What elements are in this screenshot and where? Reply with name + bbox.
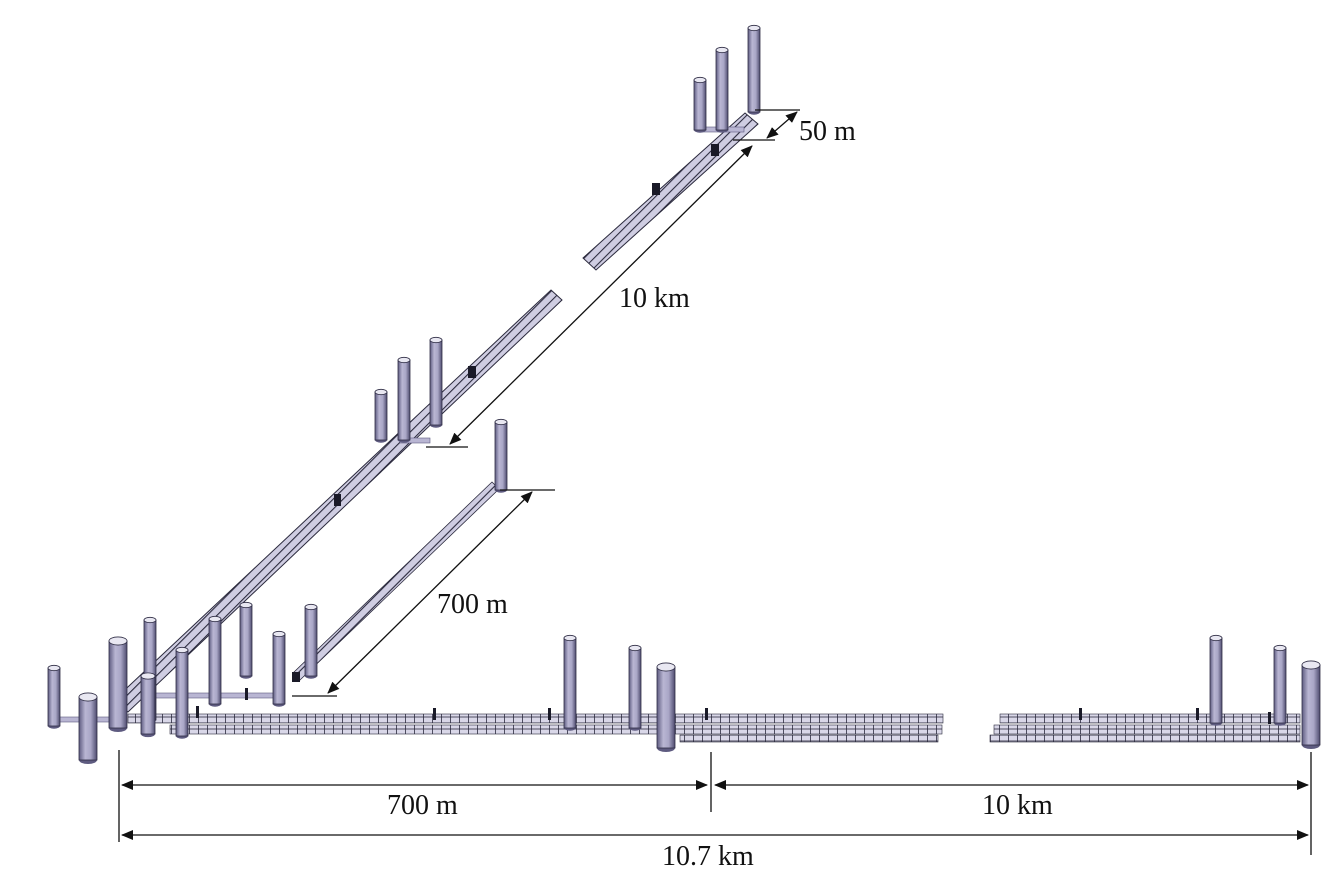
vertical-shaft	[272, 630, 286, 707]
shaft-body	[272, 633, 286, 705]
bottom-tunnel-left-lower	[169, 724, 943, 735]
shaft-body	[108, 640, 128, 729]
shaft-cap	[1301, 660, 1321, 670]
shaft-group	[47, 24, 1321, 765]
shaft-cap	[47, 664, 61, 672]
main-tunnel-upper-segment	[582, 112, 759, 271]
vertical-shaft	[1209, 634, 1223, 726]
vertical-shaft	[239, 601, 253, 679]
bottom-tunnel-left-third	[679, 734, 939, 743]
shaft-cap	[693, 76, 707, 84]
shaft-cap	[239, 601, 253, 609]
shaft-body	[563, 637, 577, 729]
shaft-body	[47, 667, 61, 727]
bottom-tunnel-right-lower	[993, 724, 1301, 735]
vertical-shaft	[140, 672, 156, 738]
shaft-body	[304, 606, 318, 677]
joint-marker	[292, 672, 300, 682]
joint-marker	[711, 144, 719, 156]
vertical-shaft	[715, 46, 729, 133]
shaft-body	[175, 649, 189, 737]
shaft-cap	[1273, 644, 1287, 652]
shaft-body	[239, 604, 253, 677]
vertical-shaft	[78, 692, 98, 765]
vertical-shaft	[429, 336, 443, 428]
shaft-body	[628, 647, 642, 729]
shaft-cap	[563, 634, 577, 642]
label-top-offset: 50 m	[797, 116, 858, 147]
shaft-body	[374, 391, 388, 441]
shaft-body	[715, 49, 729, 131]
vertical-shaft	[108, 636, 128, 733]
shaft-body	[494, 421, 508, 491]
shaft-body	[1273, 647, 1287, 724]
shaft-cap	[78, 692, 98, 702]
shaft-body	[429, 339, 443, 426]
shaft-body	[747, 27, 761, 113]
vertical-shaft	[47, 664, 61, 729]
shaft-cap	[397, 356, 411, 364]
vertical-shaft	[175, 646, 189, 739]
label-bottom-left: 700 m	[385, 790, 460, 821]
shaft-cap	[715, 46, 729, 54]
dim-arrow-50m	[766, 111, 798, 139]
label-branch-diagonal: 700 m	[435, 589, 510, 620]
vertical-shaft	[397, 356, 411, 443]
shaft-body	[140, 675, 156, 735]
label-bottom-right: 10 km	[980, 790, 1055, 821]
shaft-cap	[175, 646, 189, 654]
joint-marker	[468, 366, 476, 378]
shaft-cap	[429, 336, 443, 344]
shaft-cap	[208, 615, 222, 623]
shaft-body	[397, 359, 411, 441]
bottom-tunnel-right-upper	[999, 713, 1301, 724]
shaft-cap	[304, 603, 318, 611]
vertical-shaft	[374, 388, 388, 443]
vertical-shaft	[563, 634, 577, 731]
vertical-shaft	[1273, 644, 1287, 726]
shaft-body	[78, 696, 98, 761]
bottom-tunnel-right-third	[989, 734, 1301, 743]
vertical-shaft	[656, 662, 676, 753]
shaft-cap	[143, 616, 157, 624]
shaft-cap	[628, 644, 642, 652]
bottom-tunnel-left-upper	[127, 713, 944, 724]
dimension-lines	[118, 109, 1312, 855]
vertical-shaft	[304, 603, 318, 679]
dim-arrow-10km-diagonal	[449, 145, 753, 445]
shaft-body	[1209, 637, 1223, 724]
shaft-body	[656, 666, 676, 749]
shaft-cap	[108, 636, 128, 646]
joint-marker	[652, 183, 660, 195]
joint-marker	[334, 494, 341, 506]
shaft-body	[208, 618, 222, 705]
vertical-shaft	[747, 24, 761, 115]
dim-arrow-700m-diagonal	[327, 491, 533, 694]
vertical-shaft	[1301, 660, 1321, 750]
shaft-cap	[494, 418, 508, 426]
shaft-body	[693, 79, 707, 131]
shaft-body	[1301, 664, 1321, 746]
shaft-cap	[656, 662, 676, 672]
vertical-shaft	[208, 615, 222, 707]
vertical-shaft	[628, 644, 642, 731]
shaft-cap	[272, 630, 286, 638]
shaft-cap	[1209, 634, 1223, 642]
label-bottom-total: 10.7 km	[660, 841, 756, 872]
shaft-cap	[140, 672, 156, 680]
shaft-cap	[747, 24, 761, 32]
label-main-diagonal: 10 km	[617, 283, 692, 314]
vertical-shaft	[494, 418, 508, 493]
shaft-cap	[374, 388, 388, 396]
vertical-shaft	[693, 76, 707, 133]
